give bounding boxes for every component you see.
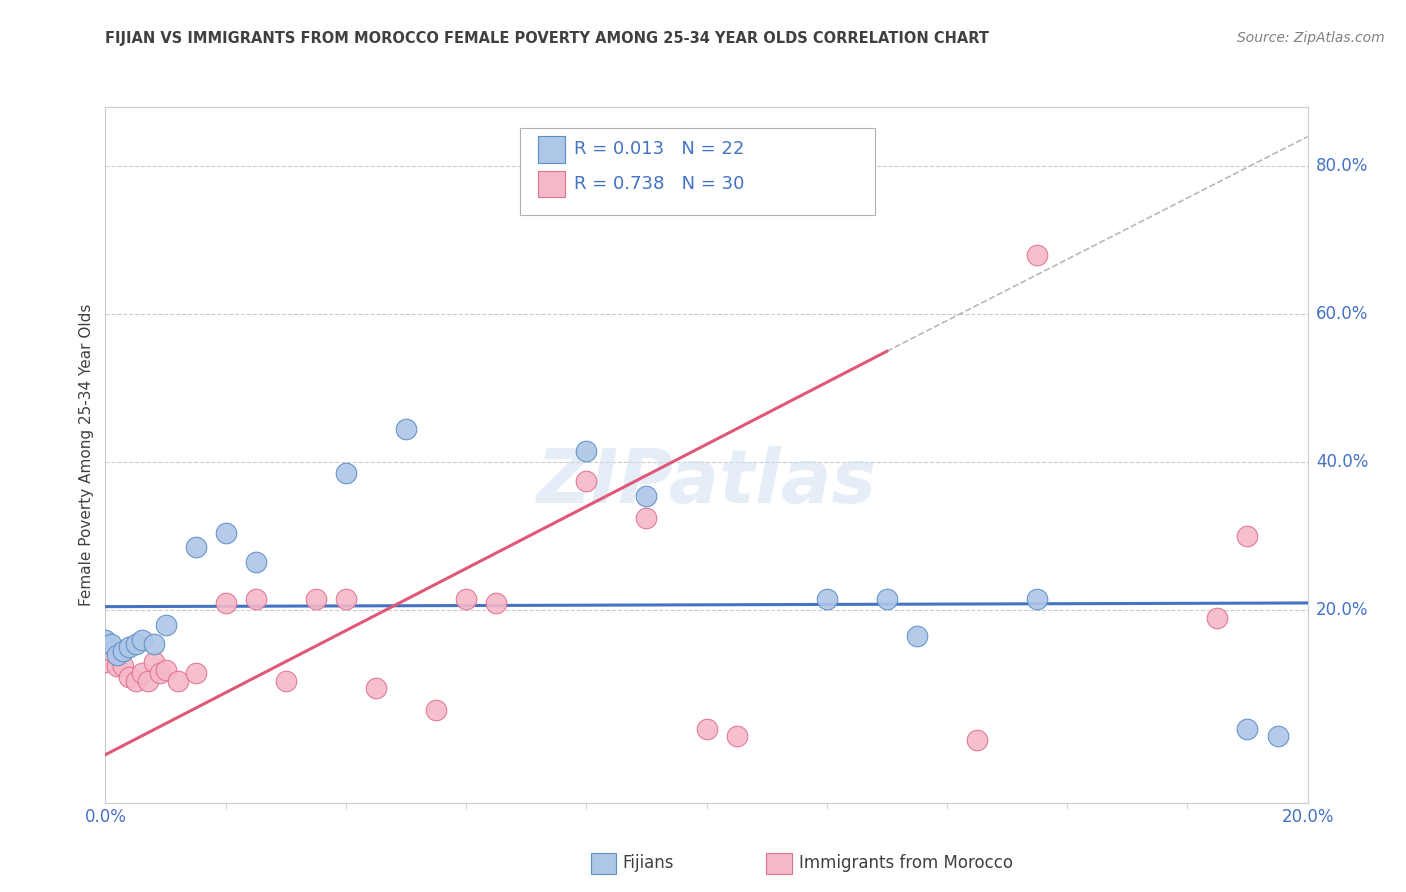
Point (245, 555, 267, 569)
Text: FIJIAN VS IMMIGRANTS FROM MOROCCO FEMALE POVERTY AMONG 25-34 YEAR OLDS CORRELATI: FIJIAN VS IMMIGRANTS FROM MOROCCO FEMALE… (105, 31, 990, 46)
Point (184, 541, 207, 555)
Point (107, 648, 129, 662)
Point (696, 722, 718, 736)
Point (100, 637, 122, 651)
Point (636, 489, 658, 503)
Text: R = 0.738   N = 30: R = 0.738 N = 30 (574, 175, 745, 194)
Point (184, 666, 207, 681)
Point (166, 673, 188, 688)
Point (214, 525, 236, 540)
Point (107, 658, 129, 673)
Point (1206, 611, 1229, 625)
Text: Fijians: Fijians (623, 855, 675, 872)
Point (94, 655, 117, 669)
Point (274, 673, 297, 688)
Point (876, 592, 898, 607)
Text: Immigrants from Morocco: Immigrants from Morocco (799, 855, 1012, 872)
Point (118, 640, 141, 655)
Point (425, 703, 447, 717)
Point (905, 629, 928, 643)
Point (636, 511, 658, 525)
Point (142, 655, 165, 669)
Point (1236, 722, 1258, 736)
Point (124, 637, 146, 651)
Y-axis label: Female Poverty Among 25-34 Year Olds: Female Poverty Among 25-34 Year Olds (79, 304, 94, 606)
Point (575, 474, 598, 488)
Text: R = 0.013   N = 22: R = 0.013 N = 22 (574, 140, 745, 158)
Point (100, 644, 122, 658)
Point (214, 596, 236, 610)
Point (148, 666, 170, 681)
Point (155, 663, 177, 677)
Text: Source: ZipAtlas.com: Source: ZipAtlas.com (1237, 31, 1385, 45)
Point (454, 592, 477, 607)
Point (1026, 248, 1049, 262)
Point (575, 444, 598, 458)
Point (305, 592, 328, 607)
FancyBboxPatch shape (538, 171, 565, 197)
Point (136, 673, 159, 688)
Point (335, 592, 357, 607)
Text: 20.0%: 20.0% (1316, 601, 1368, 619)
Point (395, 422, 418, 436)
Point (1236, 529, 1258, 543)
Point (245, 592, 267, 607)
Point (1026, 592, 1049, 607)
Text: 40.0%: 40.0% (1316, 453, 1368, 471)
Point (155, 618, 177, 632)
Point (725, 729, 748, 743)
Text: 60.0%: 60.0% (1316, 305, 1368, 323)
Point (485, 596, 508, 610)
Point (118, 670, 141, 684)
Point (131, 666, 153, 681)
Point (131, 632, 153, 647)
Point (335, 467, 357, 481)
Text: 80.0%: 80.0% (1316, 157, 1368, 175)
Point (124, 673, 146, 688)
Point (142, 637, 165, 651)
Point (364, 681, 387, 695)
Point (966, 732, 988, 747)
Point (94, 632, 117, 647)
Point (815, 592, 838, 607)
FancyBboxPatch shape (538, 136, 565, 162)
FancyBboxPatch shape (520, 128, 875, 215)
Point (112, 658, 135, 673)
Text: ZIPatlas: ZIPatlas (537, 446, 876, 519)
Point (112, 644, 135, 658)
Point (1267, 729, 1289, 743)
